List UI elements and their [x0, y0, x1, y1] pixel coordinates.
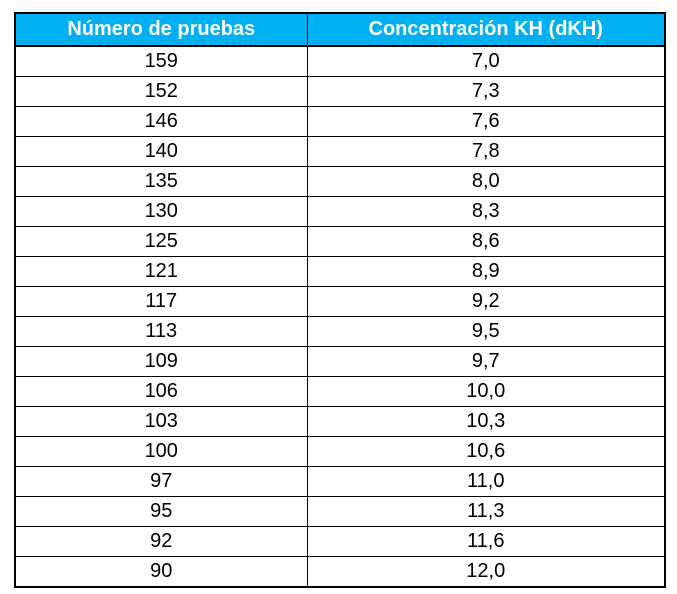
- table-row: 97 11,0: [14, 466, 666, 497]
- table-row: 152 7,3: [14, 76, 666, 107]
- table-header-row: Número de pruebas Concentración KH (dKH): [14, 12, 666, 47]
- cell-number-of-tests: 121: [14, 256, 308, 287]
- cell-number-of-tests: 117: [14, 286, 308, 317]
- table-row: 103 10,3: [14, 406, 666, 437]
- cell-number-of-tests: 152: [14, 76, 308, 107]
- cell-kh-concentration: 7,0: [306, 45, 666, 77]
- table-row: 159 7,0: [14, 45, 666, 77]
- cell-kh-concentration: 9,2: [306, 286, 666, 317]
- cell-number-of-tests: 146: [14, 106, 308, 137]
- cell-number-of-tests: 103: [14, 406, 308, 437]
- kh-concentration-table: Número de pruebas Concentración KH (dKH)…: [14, 12, 666, 588]
- cell-kh-concentration: 9,5: [306, 316, 666, 347]
- table-row: 106 10,0: [14, 376, 666, 407]
- table-row: 125 8,6: [14, 226, 666, 257]
- cell-number-of-tests: 135: [14, 166, 308, 197]
- cell-number-of-tests: 109: [14, 346, 308, 377]
- table-row: 109 9,7: [14, 346, 666, 377]
- cell-kh-concentration: 10,3: [306, 406, 666, 437]
- header-kh-concentration: Concentración KH (dKH): [306, 12, 666, 47]
- cell-kh-concentration: 8,6: [306, 226, 666, 257]
- table-row: 117 9,2: [14, 286, 666, 317]
- cell-kh-concentration: 11,0: [306, 466, 666, 497]
- cell-kh-concentration: 9,7: [306, 346, 666, 377]
- cell-kh-concentration: 8,9: [306, 256, 666, 287]
- table-row: 100 10,6: [14, 436, 666, 467]
- table-row: 146 7,6: [14, 106, 666, 137]
- table-row: 140 7,8: [14, 136, 666, 167]
- cell-kh-concentration: 11,3: [306, 496, 666, 527]
- cell-number-of-tests: 90: [14, 556, 308, 588]
- cell-number-of-tests: 97: [14, 466, 308, 497]
- cell-kh-concentration: 7,3: [306, 76, 666, 107]
- table-row: 113 9,5: [14, 316, 666, 347]
- table-row: 130 8,3: [14, 196, 666, 227]
- cell-kh-concentration: 7,6: [306, 106, 666, 137]
- cell-number-of-tests: 125: [14, 226, 308, 257]
- cell-number-of-tests: 140: [14, 136, 308, 167]
- cell-number-of-tests: 100: [14, 436, 308, 467]
- cell-kh-concentration: 10,6: [306, 436, 666, 467]
- cell-number-of-tests: 92: [14, 526, 308, 557]
- cell-kh-concentration: 12,0: [306, 556, 666, 588]
- cell-kh-concentration: 10,0: [306, 376, 666, 407]
- cell-number-of-tests: 95: [14, 496, 308, 527]
- cell-kh-concentration: 8,0: [306, 166, 666, 197]
- table-row: 92 11,6: [14, 526, 666, 557]
- cell-kh-concentration: 7,8: [306, 136, 666, 167]
- cell-number-of-tests: 159: [14, 45, 308, 77]
- cell-number-of-tests: 130: [14, 196, 308, 227]
- cell-number-of-tests: 113: [14, 316, 308, 347]
- table-row: 90 12,0: [14, 556, 666, 588]
- cell-kh-concentration: 8,3: [306, 196, 666, 227]
- cell-kh-concentration: 11,6: [306, 526, 666, 557]
- table-row: 135 8,0: [14, 166, 666, 197]
- table-row: 95 11,3: [14, 496, 666, 527]
- table-row: 121 8,9: [14, 256, 666, 287]
- header-number-of-tests: Número de pruebas: [14, 12, 308, 47]
- cell-number-of-tests: 106: [14, 376, 308, 407]
